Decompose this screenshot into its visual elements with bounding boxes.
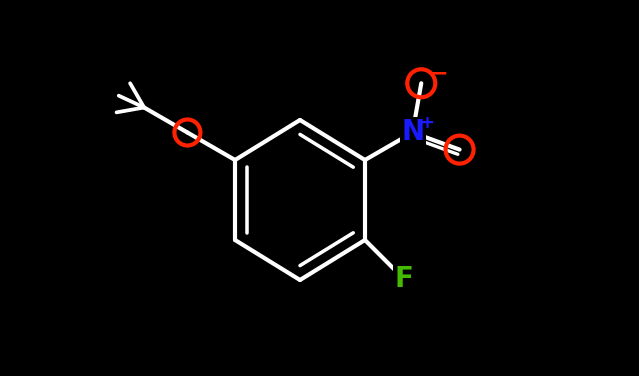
Text: −: −: [430, 63, 449, 83]
Text: N: N: [401, 118, 424, 147]
Text: F: F: [394, 265, 413, 293]
Text: +: +: [419, 114, 434, 132]
